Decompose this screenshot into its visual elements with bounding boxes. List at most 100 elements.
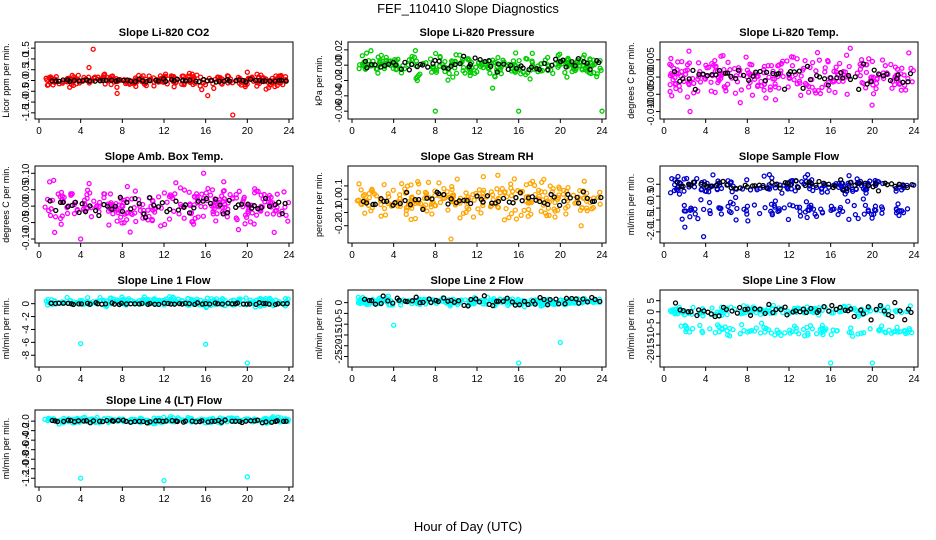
data-point — [697, 68, 703, 75]
reference-point — [209, 418, 215, 424]
data-point — [536, 193, 542, 200]
reference-point — [112, 203, 118, 209]
data-point — [581, 178, 587, 184]
outlier-point — [682, 224, 688, 230]
reference-point — [742, 306, 748, 313]
data-point — [518, 212, 524, 218]
reference-point — [802, 182, 808, 189]
reference-point — [800, 306, 807, 312]
data-point — [696, 74, 702, 80]
data-point — [895, 201, 901, 207]
data-point — [690, 325, 696, 332]
reference-point — [256, 77, 263, 84]
reference-point — [76, 301, 82, 307]
data-point — [384, 296, 391, 302]
y-tick-label: -0.6 — [21, 441, 32, 459]
reference-point — [900, 182, 906, 188]
data-point — [676, 83, 682, 89]
y-axis-label: ml/min per min. — [1, 298, 11, 360]
reference-point — [54, 418, 61, 425]
data-point — [433, 50, 439, 57]
reference-point — [218, 419, 225, 425]
data-point — [161, 190, 168, 196]
reference-point — [847, 179, 854, 186]
x-tick-label: 0 — [661, 126, 667, 137]
reference-point — [78, 301, 85, 307]
data-point — [772, 204, 778, 210]
reference-point — [110, 418, 117, 424]
reference-point — [203, 195, 210, 202]
data-point — [412, 48, 419, 54]
data-point — [904, 206, 911, 212]
data-point — [757, 330, 764, 336]
reference-point — [234, 300, 241, 306]
outlier-point — [448, 236, 454, 242]
reference-point — [895, 72, 901, 78]
data-point — [762, 205, 768, 211]
data-point — [557, 51, 563, 57]
data-point — [857, 73, 863, 79]
reference-point — [283, 418, 289, 424]
data-point — [893, 188, 899, 194]
data-point — [570, 192, 577, 198]
reference-point — [436, 191, 442, 197]
data-point — [409, 300, 415, 307]
x-tick-label: 20 — [242, 494, 254, 505]
data-point — [423, 192, 429, 199]
reference-point — [549, 62, 555, 68]
outlier-point — [86, 64, 92, 71]
data-point — [790, 203, 796, 209]
data-point — [151, 83, 157, 89]
data-point — [429, 69, 435, 75]
data-point — [819, 325, 825, 331]
reference-point — [67, 78, 73, 84]
reference-point — [204, 78, 210, 84]
data-point — [860, 196, 867, 202]
reference-point — [57, 199, 64, 205]
reference-point — [96, 212, 102, 219]
data-point — [852, 307, 859, 313]
reference-point — [808, 305, 814, 312]
reference-point — [807, 76, 814, 83]
data-point — [749, 92, 756, 98]
reference-point — [553, 296, 559, 302]
data-point — [739, 322, 745, 328]
data-point — [831, 206, 837, 212]
reference-point — [153, 77, 159, 84]
reference-point — [252, 418, 258, 424]
data-point — [579, 67, 585, 73]
reference-point — [61, 418, 67, 425]
reference-point — [537, 198, 543, 205]
data-point — [699, 186, 705, 192]
x-tick-label: 16 — [513, 126, 525, 137]
data-point — [162, 297, 168, 304]
reference-point — [795, 184, 801, 191]
reference-point — [821, 303, 827, 310]
reference-point — [117, 194, 123, 200]
data-point — [42, 204, 48, 210]
data-point — [199, 191, 205, 197]
data-point — [362, 210, 368, 216]
data-point — [768, 201, 775, 207]
reference-point — [279, 210, 285, 217]
x-tick-label: 4 — [391, 250, 397, 261]
y-tick-label: 0 — [646, 309, 657, 315]
data-point — [425, 179, 432, 186]
y-axis-label: degrees C per min. — [1, 166, 11, 243]
reference-point — [448, 196, 454, 202]
y-tick-label: -0.5 — [646, 187, 657, 205]
reference-point — [115, 77, 121, 83]
data-point — [508, 193, 515, 199]
reference-point — [448, 63, 454, 69]
data-point — [450, 74, 456, 80]
data-point — [769, 210, 775, 216]
data-point — [254, 83, 260, 89]
data-point — [781, 205, 787, 211]
reference-point — [575, 55, 582, 62]
data-point — [770, 76, 776, 82]
reference-point — [226, 78, 232, 84]
reference-point — [573, 296, 579, 302]
data-point — [478, 210, 484, 216]
